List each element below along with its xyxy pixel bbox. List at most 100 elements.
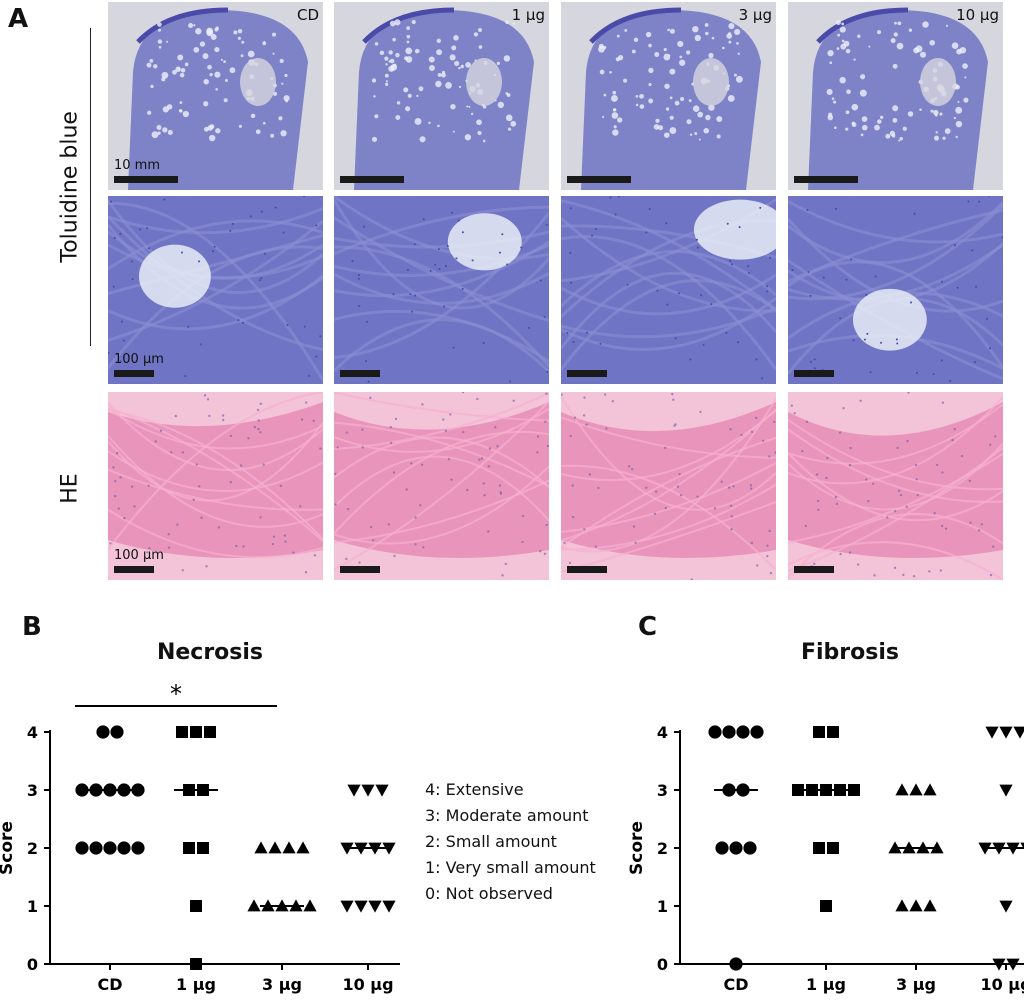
toluidine-bracket-line (90, 28, 91, 346)
data-point (813, 726, 825, 738)
data-point (303, 899, 317, 912)
y-axis-label: Score (0, 821, 17, 875)
micrograph-row1-1ug (334, 2, 549, 190)
dose-label-3ug: 3 µg (738, 6, 772, 24)
data-point (375, 784, 389, 797)
legend-item-0: 0: Not observed (425, 884, 553, 903)
scale-label-row3: 100 µm (114, 548, 164, 563)
data-point (190, 900, 202, 912)
legend-item-4: 4: Extensive (425, 780, 524, 799)
dose-label-10ug: 10 µg (956, 6, 999, 24)
data-point (909, 783, 923, 796)
row-label-he: HE (57, 473, 83, 504)
data-point (340, 900, 354, 913)
data-point (1013, 726, 1024, 739)
data-point (750, 725, 764, 739)
data-point (1006, 958, 1020, 971)
data-point (131, 841, 145, 855)
data-point (282, 841, 296, 854)
dose-label-cd: CD (296, 6, 319, 24)
scale-bar (114, 566, 154, 573)
fibrosis-chart: 0 1 2 3 4 CD 1 µg 3 µg 10 µg Score (627, 723, 1024, 994)
data-point (999, 726, 1013, 739)
data-point (895, 783, 909, 796)
data-point (354, 900, 368, 913)
data-point (190, 726, 202, 738)
data-point (247, 899, 261, 912)
data-point (736, 725, 750, 739)
scale-bar (114, 370, 154, 377)
y-tick-label: 0 (657, 955, 668, 974)
data-point (708, 725, 722, 739)
data-point (382, 900, 396, 913)
data-point (923, 783, 937, 796)
row-label-toluidine: Toluidine blue (57, 111, 83, 263)
scale-bar (567, 370, 607, 377)
micrograph-row3-cd (108, 392, 323, 580)
y-tick-label: 3 (27, 781, 38, 800)
data-point (183, 842, 195, 854)
data-point (827, 726, 839, 738)
micrograph-row3-3ug (561, 392, 776, 580)
x-tick-label: 3 µg (896, 975, 936, 994)
data-point (361, 784, 375, 797)
micrograph-row3-1ug (334, 392, 549, 580)
data-point (722, 725, 736, 739)
data-point (999, 900, 1013, 913)
panel-a-letter: A (8, 4, 29, 34)
y-tick-label: 2 (657, 839, 668, 858)
data-point (792, 784, 804, 796)
data-point (254, 841, 268, 854)
x-tick-label: 10 µg (980, 975, 1024, 994)
data-point (96, 725, 110, 739)
scale-label-row1: 10 mm (114, 158, 161, 173)
micrograph-row2-3ug (561, 196, 776, 384)
x-tick-label: CD (97, 975, 122, 994)
micrograph-row2-1ug (334, 196, 549, 384)
panel-b-letter: B (22, 612, 42, 642)
data-point (296, 841, 310, 854)
scale-bar (567, 176, 631, 183)
y-tick-label: 2 (27, 839, 38, 858)
scale-bar (114, 176, 178, 183)
scale-bar (567, 566, 607, 573)
y-tick-label: 3 (657, 781, 668, 800)
data-point (743, 841, 757, 855)
y-tick-label: 1 (657, 897, 668, 916)
micrograph-row2-cd (108, 196, 323, 384)
micrograph-row1-cd (108, 2, 323, 190)
scale-label-row2: 100 µm (114, 352, 164, 367)
data-point (75, 841, 89, 855)
data-point (103, 841, 117, 855)
scale-bar (340, 176, 404, 183)
data-point (923, 899, 937, 912)
data-point (204, 726, 216, 738)
x-tick-label: 10 µg (342, 975, 393, 994)
scale-bar (340, 370, 380, 377)
micrograph-row1-10ug (788, 2, 1003, 190)
data-point (368, 900, 382, 913)
legend-item-3: 3: Moderate amount (425, 806, 589, 825)
data-point (268, 841, 282, 854)
data-point (992, 958, 1006, 971)
data-point (176, 726, 188, 738)
y-tick-label: 0 (27, 955, 38, 974)
x-tick-label: 3 µg (262, 975, 302, 994)
y-axis-label: Score (627, 821, 647, 875)
x-tick-label: 1 µg (806, 975, 846, 994)
y-tick-label: 4 (27, 723, 38, 742)
y-tick-label: 1 (27, 897, 38, 916)
data-point (197, 842, 209, 854)
data-point (190, 958, 202, 970)
data-point (820, 900, 832, 912)
scale-bar (340, 566, 380, 573)
scale-bar (794, 566, 834, 573)
fibrosis-title: Fibrosis (800, 640, 899, 665)
score-legend: 4: Extensive 3: Moderate amount 2: Small… (425, 780, 625, 910)
data-point (848, 784, 860, 796)
data-point (895, 899, 909, 912)
legend-item-2: 2: Small amount (425, 832, 557, 851)
data-point (110, 725, 124, 739)
data-point (347, 784, 361, 797)
significance-star: * (170, 680, 182, 708)
